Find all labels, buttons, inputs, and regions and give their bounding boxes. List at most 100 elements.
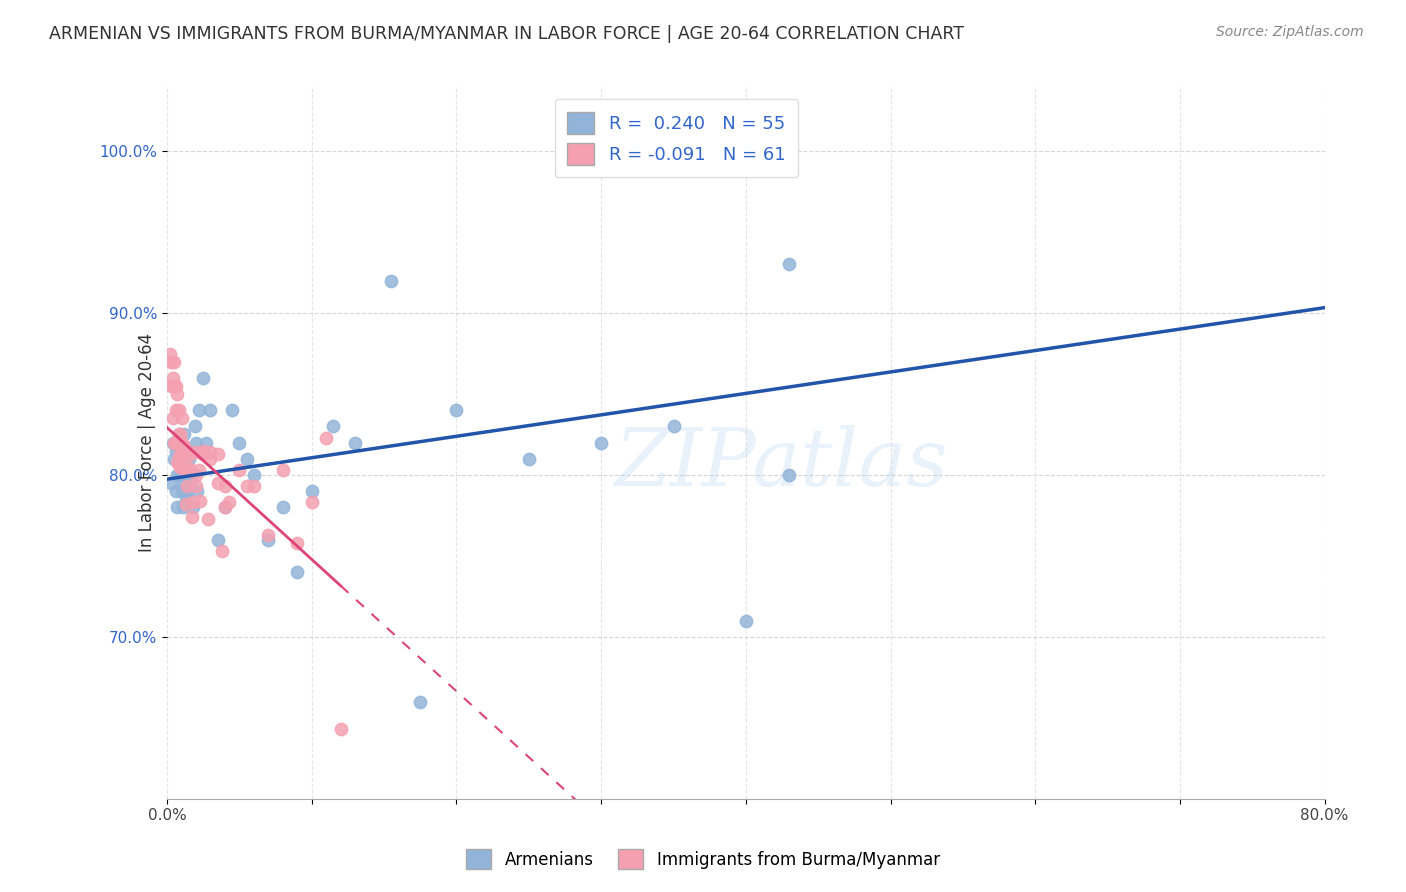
Point bbox=[193, 447, 215, 461]
Point bbox=[162, 371, 184, 385]
Point bbox=[176, 479, 198, 493]
Point bbox=[180, 467, 202, 482]
Point bbox=[181, 495, 204, 509]
Y-axis label: In Labor Force | Age 20-64: In Labor Force | Age 20-64 bbox=[138, 333, 156, 552]
Point bbox=[162, 411, 184, 425]
Point bbox=[160, 379, 183, 393]
Point bbox=[163, 354, 186, 368]
Point bbox=[165, 379, 187, 393]
Point bbox=[329, 722, 352, 736]
Point bbox=[184, 435, 207, 450]
Point bbox=[218, 495, 240, 509]
Point bbox=[160, 476, 183, 491]
Point bbox=[170, 449, 193, 463]
Point bbox=[159, 346, 181, 360]
Point bbox=[214, 479, 236, 493]
Text: ZIPatlas: ZIPatlas bbox=[614, 425, 948, 503]
Point bbox=[166, 435, 188, 450]
Point bbox=[184, 479, 207, 493]
Point bbox=[221, 403, 243, 417]
Point bbox=[165, 443, 187, 458]
Point bbox=[166, 467, 188, 482]
Point bbox=[186, 484, 208, 499]
Point bbox=[176, 484, 198, 499]
Point bbox=[344, 435, 367, 450]
Point bbox=[187, 403, 209, 417]
Point bbox=[207, 533, 229, 547]
Point bbox=[173, 439, 195, 453]
Point bbox=[174, 447, 197, 461]
Text: Source: ZipAtlas.com: Source: ZipAtlas.com bbox=[1216, 25, 1364, 39]
Point bbox=[167, 403, 190, 417]
Point bbox=[228, 463, 250, 477]
Point bbox=[170, 451, 193, 466]
Point bbox=[165, 484, 187, 499]
Point bbox=[591, 435, 613, 450]
Point bbox=[169, 459, 191, 474]
Point bbox=[170, 411, 193, 425]
Point bbox=[170, 484, 193, 499]
Point bbox=[174, 492, 197, 507]
Point bbox=[301, 495, 323, 509]
Point bbox=[169, 427, 191, 442]
Legend: Armenians, Immigrants from Burma/Myanmar: Armenians, Immigrants from Burma/Myanmar bbox=[456, 838, 950, 880]
Point bbox=[160, 354, 183, 368]
Point bbox=[734, 614, 756, 628]
Point bbox=[301, 484, 323, 499]
Point bbox=[170, 467, 193, 482]
Text: ARMENIAN VS IMMIGRANTS FROM BURMA/MYANMAR IN LABOR FORCE | AGE 20-64 CORRELATION: ARMENIAN VS IMMIGRANTS FROM BURMA/MYANMA… bbox=[49, 25, 965, 43]
Point bbox=[285, 565, 308, 579]
Point bbox=[169, 467, 191, 482]
Point bbox=[778, 467, 800, 482]
Point bbox=[184, 467, 207, 482]
Point bbox=[380, 274, 402, 288]
Point bbox=[177, 461, 200, 475]
Point bbox=[177, 447, 200, 461]
Point bbox=[172, 451, 194, 466]
Point bbox=[183, 445, 205, 459]
Point bbox=[200, 403, 222, 417]
Point bbox=[271, 463, 294, 477]
Point bbox=[165, 435, 187, 450]
Point bbox=[1357, 144, 1379, 158]
Point bbox=[409, 695, 432, 709]
Point bbox=[170, 461, 193, 475]
Point bbox=[207, 476, 229, 491]
Point bbox=[257, 533, 280, 547]
Point bbox=[165, 403, 187, 417]
Point bbox=[235, 451, 257, 466]
Point bbox=[243, 479, 266, 493]
Point bbox=[193, 371, 215, 385]
Point bbox=[446, 403, 468, 417]
Point bbox=[778, 257, 800, 271]
Point bbox=[214, 500, 236, 515]
Point bbox=[162, 435, 184, 450]
Point bbox=[243, 467, 266, 482]
Point bbox=[207, 447, 229, 461]
Point bbox=[177, 451, 200, 466]
Point bbox=[193, 443, 215, 458]
Point bbox=[174, 497, 197, 511]
Point bbox=[167, 451, 190, 466]
Point bbox=[200, 445, 222, 459]
Point bbox=[517, 451, 540, 466]
Point bbox=[190, 493, 212, 508]
Point bbox=[315, 431, 337, 445]
Point bbox=[176, 461, 198, 475]
Point bbox=[322, 419, 344, 434]
Legend: R =  0.240   N = 55, R = -0.091   N = 61: R = 0.240 N = 55, R = -0.091 N = 61 bbox=[555, 99, 799, 178]
Point bbox=[163, 451, 186, 466]
Point bbox=[214, 500, 236, 515]
Point bbox=[271, 500, 294, 515]
Point bbox=[211, 544, 233, 558]
Point bbox=[176, 443, 198, 458]
Point bbox=[179, 447, 201, 461]
Point bbox=[197, 511, 219, 525]
Point bbox=[179, 476, 201, 491]
Point bbox=[167, 427, 190, 442]
Point bbox=[235, 479, 257, 493]
Point bbox=[228, 435, 250, 450]
Point bbox=[172, 461, 194, 475]
Point bbox=[163, 379, 186, 393]
Point bbox=[166, 500, 188, 515]
